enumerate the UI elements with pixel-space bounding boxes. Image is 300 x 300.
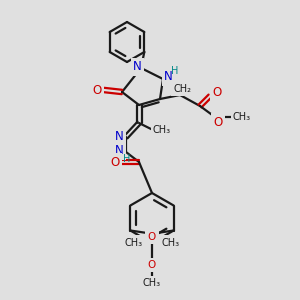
Text: CH₃: CH₃ bbox=[153, 125, 171, 135]
Text: O: O bbox=[148, 232, 157, 242]
Text: CH₂: CH₂ bbox=[173, 84, 191, 94]
Text: N: N bbox=[133, 61, 141, 74]
Text: CH₃: CH₃ bbox=[124, 238, 143, 248]
Text: O: O bbox=[110, 155, 120, 169]
Text: O: O bbox=[212, 86, 222, 100]
Text: CH₃: CH₃ bbox=[143, 278, 161, 288]
Text: H: H bbox=[123, 154, 131, 164]
Text: H: H bbox=[171, 66, 179, 76]
Text: CH₃: CH₃ bbox=[233, 112, 251, 122]
Text: N: N bbox=[115, 145, 123, 158]
Text: O: O bbox=[148, 232, 156, 242]
Text: O: O bbox=[148, 260, 156, 270]
Text: CH₃: CH₃ bbox=[161, 238, 179, 248]
Text: N: N bbox=[115, 130, 123, 143]
Text: N: N bbox=[164, 70, 172, 83]
Text: O: O bbox=[213, 116, 223, 128]
Text: O: O bbox=[92, 83, 102, 97]
